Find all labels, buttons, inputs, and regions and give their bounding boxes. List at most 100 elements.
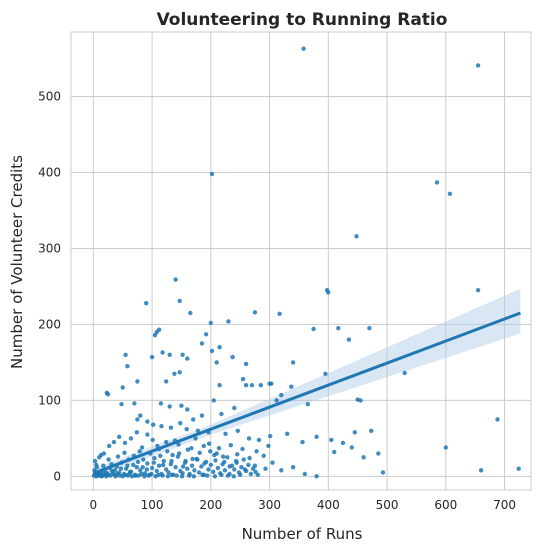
data-point <box>177 298 182 304</box>
data-point <box>156 463 162 468</box>
data-point <box>201 443 206 449</box>
data-point <box>167 352 172 357</box>
data-point <box>178 421 183 426</box>
data-point <box>248 471 253 477</box>
data-point <box>268 433 273 439</box>
data-point <box>141 457 146 462</box>
data-point <box>231 474 236 479</box>
data-point <box>241 457 246 462</box>
data-point <box>115 454 121 459</box>
data-point <box>256 437 262 443</box>
y-tick-label: 0 <box>53 469 61 483</box>
x-tick-label: 600 <box>434 498 457 512</box>
data-point <box>158 401 164 406</box>
data-point <box>166 470 171 475</box>
data-point <box>302 471 307 477</box>
data-point <box>123 352 128 357</box>
data-point <box>216 446 222 451</box>
data-point <box>185 356 190 361</box>
data-point <box>161 462 166 468</box>
data-point <box>145 432 150 437</box>
data-point <box>495 417 500 422</box>
data-point <box>194 456 199 462</box>
data-point <box>127 471 132 476</box>
data-point <box>173 277 178 282</box>
data-point <box>132 401 137 406</box>
data-point <box>232 405 237 411</box>
data-point <box>144 467 149 472</box>
data-point <box>326 290 331 295</box>
data-point <box>188 310 193 316</box>
data-point <box>217 345 222 350</box>
data-point <box>305 402 310 407</box>
data-point <box>434 180 440 185</box>
data-point <box>234 460 239 465</box>
data-point <box>172 371 177 376</box>
data-point <box>179 474 185 479</box>
data-point <box>180 352 185 357</box>
data-point <box>199 341 205 346</box>
x-tick-label: 0 <box>90 498 98 512</box>
data-point <box>151 422 156 427</box>
data-point <box>154 468 159 474</box>
data-point <box>447 191 453 196</box>
data-point <box>134 465 139 470</box>
data-point <box>314 434 319 439</box>
data-point <box>110 471 115 476</box>
y-tick-label: 100 <box>38 393 61 407</box>
data-point <box>185 447 191 452</box>
data-point <box>138 468 143 473</box>
data-point <box>197 450 202 455</box>
data-point <box>160 350 165 355</box>
data-point <box>332 449 337 455</box>
x-tick-label: 400 <box>317 498 340 512</box>
data-point <box>199 413 205 418</box>
data-point <box>443 445 448 450</box>
data-point <box>349 445 354 450</box>
data-point <box>235 452 240 457</box>
data-point <box>112 468 118 473</box>
data-point <box>226 319 231 324</box>
y-tick-labels: 0 100 200 300 400 500 <box>38 90 61 484</box>
data-point <box>352 430 357 435</box>
regression-line-layer <box>92 311 521 475</box>
data-point <box>300 439 305 445</box>
data-point <box>228 443 233 448</box>
data-point <box>209 171 215 177</box>
data-point <box>301 46 306 51</box>
data-point <box>165 449 170 454</box>
data-point <box>240 446 245 452</box>
data-point <box>156 327 162 332</box>
data-point <box>182 460 188 465</box>
data-point <box>176 451 182 456</box>
data-point <box>118 466 124 471</box>
data-point <box>354 234 359 239</box>
x-tick-label: 500 <box>376 498 399 512</box>
data-point <box>217 383 222 388</box>
x-tick-label: 700 <box>493 498 516 512</box>
data-point <box>238 472 243 477</box>
data-point <box>246 436 252 441</box>
y-tick-label: 200 <box>38 317 61 331</box>
data-point <box>131 462 136 468</box>
data-point <box>230 354 235 360</box>
data-point <box>151 460 156 465</box>
data-point <box>221 454 226 459</box>
data-point <box>219 411 224 417</box>
data-point <box>266 443 271 449</box>
data-point <box>277 311 282 316</box>
grid-lines <box>71 32 531 490</box>
data-point <box>168 425 174 430</box>
data-point <box>152 332 158 338</box>
y-axis-label: Number of Volunteer Credits <box>8 155 26 369</box>
data-point <box>208 449 213 454</box>
y-tick-label: 500 <box>38 90 61 104</box>
y-tick-label: 400 <box>38 166 61 180</box>
data-point <box>195 428 201 433</box>
data-point <box>232 467 237 472</box>
data-point <box>361 455 366 460</box>
data-point <box>239 465 244 470</box>
data-point <box>155 443 160 449</box>
data-point <box>144 301 149 306</box>
data-point <box>92 458 98 464</box>
